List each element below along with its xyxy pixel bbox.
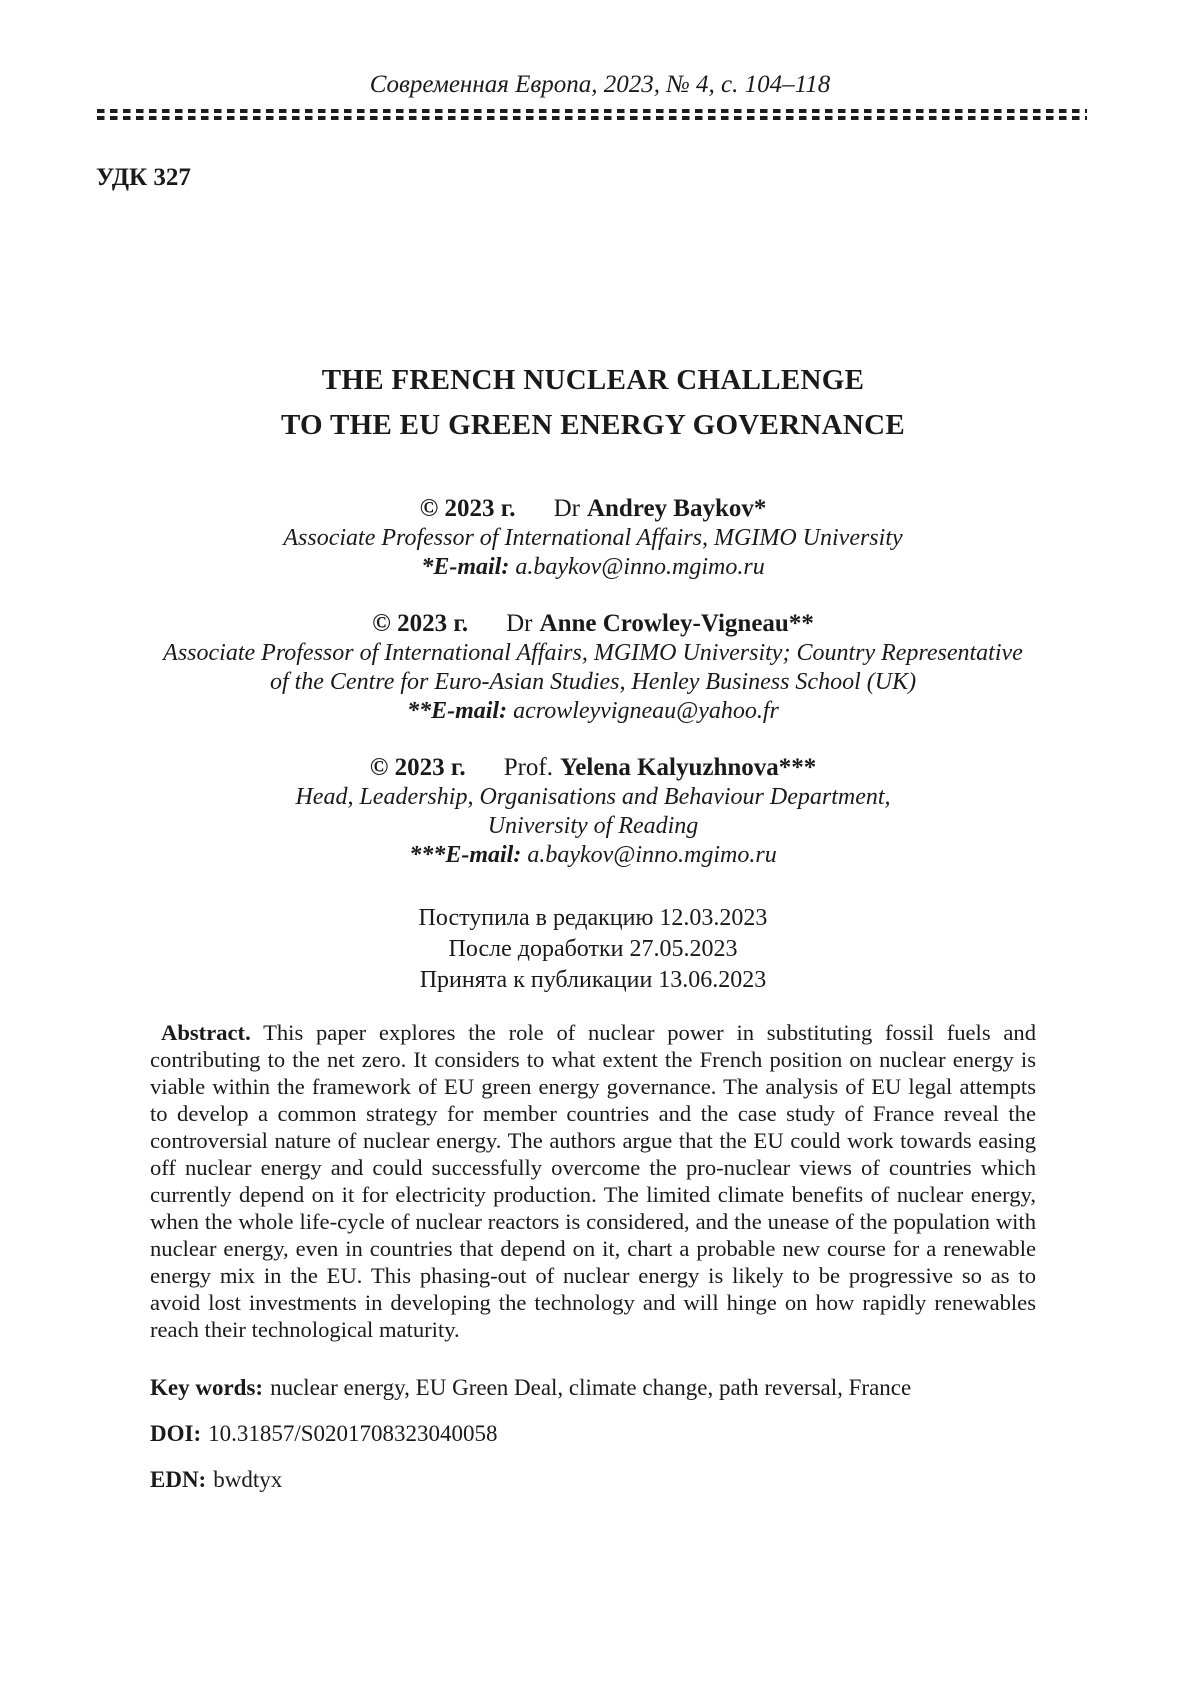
author-2-name: Anne Crowley-Vigneau**	[539, 610, 814, 637]
abstract-paragraph: Abstract. This paper explores the role o…	[150, 1019, 1036, 1343]
author-2-honorific: Dr	[506, 610, 533, 637]
article-title: THE FRENCH NUCLEAR CHALLENGE TO THE EU G…	[150, 358, 1036, 448]
author-2-email-label: **E-mail:	[407, 698, 508, 724]
keywords-line: Key words: nuclear energy, EU Green Deal,…	[150, 1374, 1036, 1401]
edn-label: EDN:	[150, 1467, 207, 1492]
author-1-affiliation-line1: Associate Professor of International Aff…	[283, 525, 903, 551]
author-2-heading: © 2023 г. Dr Anne Crowley-Vigneau**	[150, 609, 1036, 639]
content-column: THE FRENCH NUCLEAR CHALLENGE TO THE EU G…	[0, 358, 1200, 1493]
author-block-3: © 2023 г. Prof. Yelena Kalyuzhnova*** Head…	[150, 753, 1036, 870]
author-3-email-address: a.baykov@inno.mgimo.ru	[527, 842, 777, 868]
author-1-email-line: *E-mail: a.baykov@inno.mgimo.ru	[150, 553, 1036, 582]
journal-citation: Современная Европа, 2023, № 4, с. 104–11…	[369, 71, 831, 98]
author-1-copyright: © 2023 г.	[419, 495, 516, 522]
udc-code: УДК 327	[96, 164, 191, 191]
abstract-label: Abstract.	[161, 1020, 251, 1045]
date-received: Поступила в редакцию 12.03.2023	[418, 905, 768, 931]
author-3-email-line: ***E-mail: a.baykov@inno.mgimo.ru	[150, 841, 1036, 870]
edn-value: bwdtyx	[213, 1467, 283, 1492]
author-block-2: © 2023 г. Dr Anne Crowley-Vigneau** Associ…	[150, 609, 1036, 726]
author-1-email-label: *E-mail:	[421, 554, 510, 580]
author-2-email-address: acrowleyvigneau@yahoo.fr	[513, 698, 779, 724]
keywords-label: Key words:	[150, 1375, 264, 1400]
author-3-honorific: Prof.	[503, 754, 553, 781]
doi-line: DOI: 10.31857/S0201708323040058	[150, 1420, 1036, 1447]
date-accepted: Принята к публикации 13.06.2023	[419, 967, 767, 993]
author-2-affiliation-line2: of the Centre for Euro-Asian Studies, He…	[269, 669, 917, 695]
header-divider-top-row	[97, 109, 1087, 113]
author-3-copyright: © 2023 г.	[369, 754, 466, 781]
doi-value: 10.31857/S0201708323040058	[208, 1421, 498, 1446]
author-1-heading: © 2023 г. Dr Andrey Baykov*	[150, 494, 1036, 524]
author-3-email-label: ***E-mail:	[409, 842, 522, 868]
header-divider-bottom-row	[97, 116, 1087, 120]
author-3-name: Yelena Kalyuzhnova***	[560, 754, 817, 781]
authors-section: © 2023 г. Dr Andrey Baykov* Associate Prof…	[150, 494, 1036, 870]
author-block-1: © 2023 г. Dr Andrey Baykov* Associate Prof…	[150, 494, 1036, 582]
abstract-text: This paper explores the role of nuclear …	[150, 1020, 1036, 1342]
author-1-email-address: a.baykov@inno.mgimo.ru	[515, 554, 765, 580]
author-1-honorific: Dr	[553, 495, 580, 522]
doi-label: DOI:	[150, 1421, 202, 1446]
date-revised: После доработки 27.05.2023	[448, 936, 738, 962]
submission-dates: Поступила в редакцию 12.03.2023 После до…	[150, 903, 1036, 996]
author-2-copyright: © 2023 г.	[372, 610, 469, 637]
author-2-affiliation-line1: Associate Professor of International Aff…	[163, 640, 1023, 666]
author-3-heading: © 2023 г. Prof. Yelena Kalyuzhnova***	[150, 753, 1036, 783]
article-title-line1: THE FRENCH NUCLEAR CHALLENGE	[321, 364, 865, 396]
article-title-line2: TO THE EU GREEN ENERGY GOVERNANCE	[280, 409, 906, 441]
edn-line: EDN: bwdtyx	[150, 1466, 1036, 1493]
author-3-affiliation-line1: Head, Leadership, Organisations and Beha…	[295, 784, 891, 810]
header-divider	[97, 109, 1087, 120]
keywords-text: nuclear energy, EU Green Deal, climate c…	[270, 1375, 912, 1400]
author-3-affiliation-line2: University of Reading	[487, 813, 699, 839]
author-1-name: Andrey Baykov*	[586, 495, 767, 522]
author-2-email-line: **E-mail: acrowleyvigneau@yahoo.fr	[150, 697, 1036, 726]
